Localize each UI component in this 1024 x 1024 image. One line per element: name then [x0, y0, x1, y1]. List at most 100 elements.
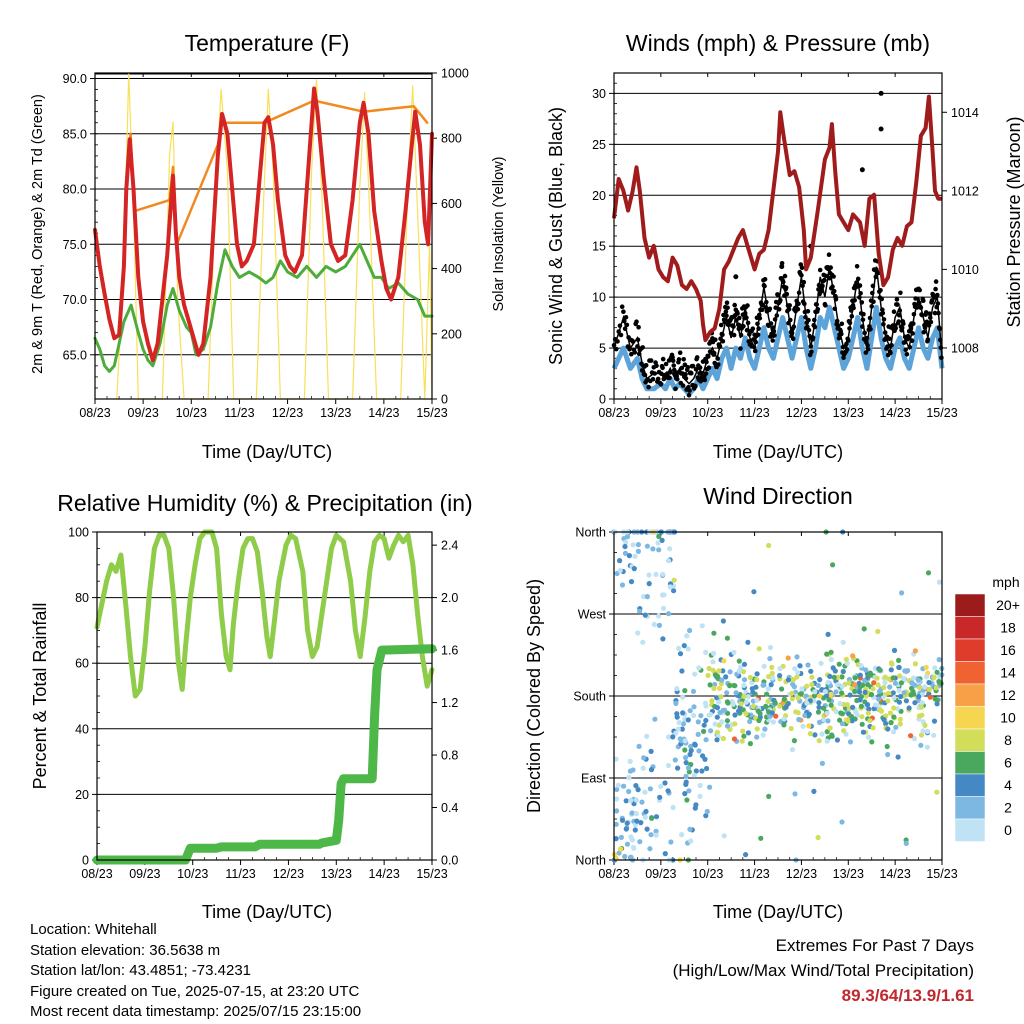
direction-point — [613, 821, 619, 827]
direction-point — [714, 737, 720, 743]
direction-point — [662, 851, 668, 857]
y2-tick-label: 1000 — [441, 67, 469, 81]
direction-point — [881, 684, 887, 691]
direction-point — [923, 664, 929, 671]
direction-point — [633, 797, 640, 803]
direction-point — [872, 702, 879, 708]
legend-swatch — [954, 796, 986, 820]
direction-point — [719, 677, 725, 683]
direction-point — [756, 717, 762, 724]
temp-2m-line — [93, 86, 434, 363]
gust-point — [614, 346, 619, 352]
direction-point — [891, 705, 897, 711]
legend-label: 0 — [1004, 822, 1012, 838]
direction-point — [655, 540, 661, 546]
direction-point — [711, 650, 717, 657]
direction-point — [777, 703, 783, 709]
direction-point — [682, 747, 688, 753]
plot-border — [94, 72, 433, 400]
direction-point — [660, 636, 666, 642]
direction-point — [822, 688, 828, 695]
direction-point — [690, 688, 697, 695]
direction-point — [799, 686, 805, 692]
direction-point — [745, 639, 751, 645]
direction-point — [656, 613, 662, 619]
extremes-subtitle: (High/Low/Max Wind/Total Precipitation) — [672, 961, 974, 980]
direction-point — [877, 707, 884, 714]
direction-point — [630, 844, 637, 850]
direction-point — [688, 748, 694, 754]
direction-point — [885, 751, 891, 758]
direction-point — [665, 762, 672, 769]
gust-point — [894, 297, 900, 302]
y-tick-label: 65.0 — [63, 348, 87, 362]
x-tick-label: 12/23 — [272, 406, 303, 420]
y-tick-label: North — [575, 526, 606, 540]
direction-point — [670, 804, 676, 811]
direction-point — [862, 689, 868, 696]
gust-point — [677, 350, 683, 356]
x-tick-label: 15/23 — [416, 867, 447, 881]
direction-point — [656, 547, 662, 553]
direction-point — [883, 721, 889, 727]
direction-point — [648, 748, 654, 755]
gust-point — [921, 298, 926, 304]
direction-point — [920, 728, 926, 734]
direction-point — [707, 682, 713, 688]
gust-point — [724, 313, 729, 319]
direction-point — [741, 677, 748, 683]
direction-point — [925, 570, 932, 576]
direction-point — [891, 647, 898, 654]
legend-swatch — [954, 661, 986, 685]
y-tick-label: 100 — [68, 526, 89, 540]
x-tick-label: 08/23 — [81, 867, 112, 881]
direction-point — [706, 665, 712, 672]
legend-swatch — [954, 683, 986, 707]
direction-point — [653, 814, 660, 820]
direction-point — [910, 689, 916, 695]
direction-point — [816, 700, 822, 706]
direction-point — [642, 789, 648, 795]
x-tick-label: 09/23 — [128, 406, 159, 420]
gust-point — [819, 289, 824, 294]
gust-point — [694, 355, 700, 360]
direction-point — [687, 751, 693, 758]
direction-point — [628, 579, 635, 585]
station-info: Location: Whitehall Station elevation: 3… — [30, 920, 361, 1023]
direction-point — [660, 571, 666, 578]
direction-point — [699, 768, 705, 774]
gust-point — [636, 325, 641, 330]
direction-point — [727, 683, 733, 689]
direction-point — [844, 660, 850, 667]
direction-point — [857, 697, 863, 703]
direction-point — [912, 700, 918, 706]
direction-point — [756, 646, 762, 652]
direction-point — [865, 710, 871, 716]
direction-point — [834, 737, 841, 743]
direction-point — [791, 684, 798, 690]
direction-point — [623, 826, 629, 832]
direction-point — [919, 700, 925, 706]
direction-point — [931, 674, 937, 681]
direction-point — [660, 605, 667, 611]
pressure-line — [612, 94, 942, 343]
direction-point — [680, 710, 686, 716]
direction-point — [674, 714, 680, 720]
direction-point — [861, 626, 867, 632]
direction-point — [824, 693, 830, 699]
gust-point — [685, 365, 691, 370]
legend-label: 8 — [1004, 732, 1012, 748]
direction-point — [623, 539, 629, 545]
gust-point — [723, 309, 729, 314]
direction-point — [724, 690, 730, 696]
direction-point — [768, 682, 774, 688]
humidity-plot: 0 20 40 60 80 100 08/23 09/23 10/23 11/23 12/23 13/… — [68, 526, 458, 882]
x-tick-label: 14/23 — [880, 406, 911, 420]
direction-point — [691, 704, 697, 710]
direction-point — [719, 719, 725, 725]
direction-point — [658, 783, 664, 789]
direction-point — [829, 732, 835, 738]
direction-point — [918, 732, 925, 738]
x-tick-label: 11/23 — [739, 867, 769, 881]
direction-point — [926, 679, 932, 686]
